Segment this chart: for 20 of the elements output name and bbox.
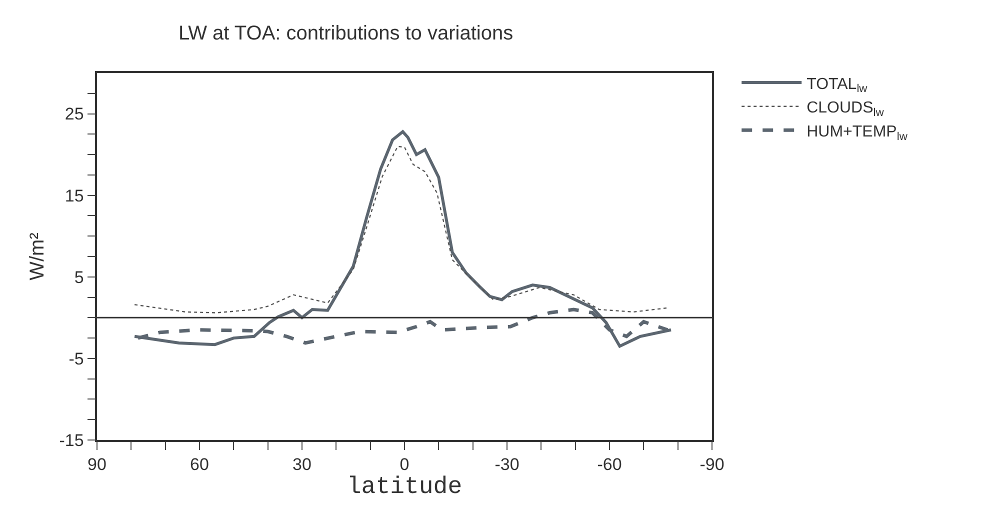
x-tick-label: -30 [494, 455, 520, 474]
chart-title: LW at TOA: contributions to variations [178, 22, 514, 45]
y-tick-label: 15 [64, 186, 84, 206]
y-tick-label: 25 [64, 104, 84, 124]
legend-label: CLOUDS$_{lw}$ [806, 100, 885, 119]
y-tick-label: 5 [74, 268, 84, 287]
x-tick-label: 0 [400, 455, 410, 474]
x-tick-label: -90 [700, 455, 724, 474]
x-axis-title: latitude [346, 474, 462, 502]
line-series [134, 146, 668, 314]
y-axis-title: W/m² [26, 232, 48, 280]
x-tick-label: 60 [190, 455, 209, 474]
y-tick-label: -5 [68, 349, 84, 368]
legend-label: HUM+TEMP$_{lw}$ [806, 123, 908, 143]
x-tick-label: 90 [88, 455, 106, 474]
legend-label: TOTAL$_{lw}$ [806, 76, 868, 96]
x-tick-label: -60 [597, 455, 622, 474]
y-tick-label: -15 [59, 430, 84, 450]
x-tick-label: 30 [292, 455, 312, 474]
line-series [133, 130, 672, 348]
